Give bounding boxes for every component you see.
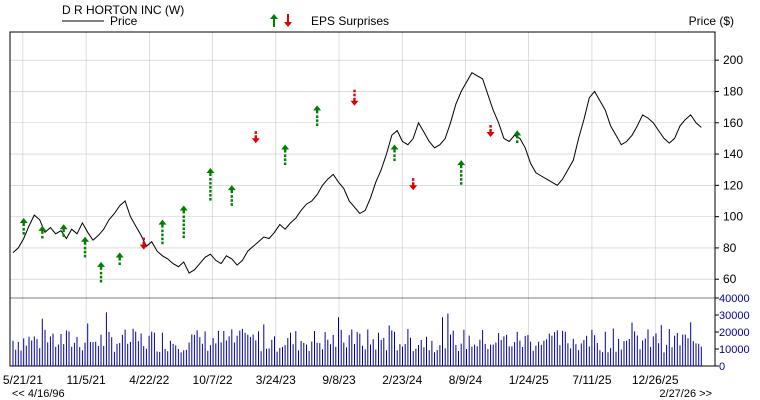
price-legend-label: Price — [110, 14, 138, 28]
price-tick-label: 140 — [723, 147, 743, 161]
eps-beat-arrow — [457, 160, 466, 185]
company-title: D R HORTON INC (W) — [62, 3, 184, 17]
x-tick-label: 2/23/24 — [382, 373, 422, 387]
volume-tick-label: 0 — [719, 361, 725, 373]
eps-beat-arrow — [313, 105, 322, 126]
chart-frame — [9, 31, 716, 367]
price-tick-label: 120 — [723, 178, 743, 192]
eps-beat-arrow — [59, 224, 68, 237]
price-axis: 60 80 100 120 140 160 180 200 — [715, 53, 743, 286]
x-tick-label: 5/21/21 — [3, 373, 43, 387]
eps-legend-label: EPS Surprises — [311, 14, 389, 28]
x-tick-label: 4/22/22 — [129, 373, 169, 387]
y-axis-title: Price ($) — [689, 14, 734, 28]
eps-beat-arrow — [206, 167, 215, 201]
price-tick-label: 80 — [723, 241, 737, 255]
eps-beat-arrow — [115, 252, 124, 266]
eps-miss-arrow — [409, 178, 418, 191]
volume-tick-label: 10000 — [719, 344, 750, 356]
eps-beat-arrow — [38, 225, 47, 239]
grid — [10, 32, 715, 366]
price-tick-label: 100 — [723, 210, 743, 224]
eps-beat-arrow — [158, 219, 167, 245]
volume-axis: 0 10000 20000 30000 40000 — [715, 293, 750, 373]
eps-miss-arrow — [139, 237, 148, 250]
x-tick-label: 7/11/25 — [572, 373, 611, 387]
forward-link[interactable]: 2/27/26 >> — [659, 388, 712, 400]
eps-beat-arrow — [97, 261, 106, 283]
price-tick-label: 60 — [723, 272, 737, 286]
x-tick-label: 11/5/21 — [67, 373, 106, 387]
x-tick-label: 1/24/25 — [509, 373, 549, 387]
eps-beat-arrow — [179, 205, 188, 239]
eps-beat-arrow — [81, 236, 90, 258]
x-tick-label: 8/9/24 — [449, 373, 483, 387]
eps-miss-legend-icon — [284, 14, 292, 27]
eps-legend-icons — [270, 14, 292, 27]
x-tick-label: 12/26/25 — [632, 373, 679, 387]
x-tick-label: 3/24/23 — [256, 373, 296, 387]
eps-surprise-markers — [19, 89, 522, 283]
price-tick-label: 200 — [723, 53, 743, 67]
back-link[interactable]: << 4/16/96 — [12, 388, 65, 400]
eps-miss-arrow — [350, 89, 359, 106]
volume-tick-label: 20000 — [719, 327, 750, 339]
eps-beat-arrow — [390, 144, 399, 162]
eps-beat-arrow — [227, 185, 236, 206]
eps-beat-legend-icon — [270, 14, 278, 27]
price-line — [12, 72, 702, 274]
x-tick-label: 10/7/22 — [193, 373, 233, 387]
eps-beat-arrow — [19, 218, 28, 235]
eps-beat-arrow — [281, 144, 290, 166]
eps-beat-arrow — [513, 130, 522, 143]
volume-tick-label: 30000 — [719, 310, 750, 322]
price-tick-label: 160 — [723, 116, 743, 130]
eps-miss-arrow — [486, 125, 495, 138]
x-tick-label: 9/8/23 — [322, 373, 356, 387]
x-axis: 5/21/21 11/5/21 4/22/22 10/7/22 3/24/23 9/8/2… — [3, 373, 679, 387]
volume-tick-label: 40000 — [719, 293, 750, 305]
volume-bars — [12, 312, 702, 366]
price-tick-label: 180 — [723, 84, 743, 98]
eps-miss-arrow — [251, 131, 260, 144]
